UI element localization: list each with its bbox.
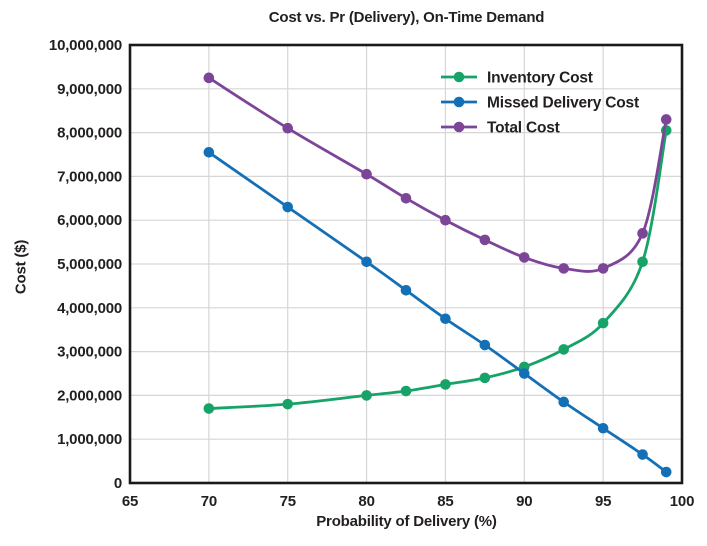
series-line-missed-delivery-cost <box>207 150 668 474</box>
x-axis-title: Probability of Delivery (%) <box>316 513 497 530</box>
x-tick-label: 100 <box>670 493 694 510</box>
data-point-total-cost <box>660 114 672 125</box>
y-tick-label: 5,000,000 <box>57 256 122 273</box>
data-point-total-cost <box>637 228 648 239</box>
x-tick-label: 65 <box>122 493 138 510</box>
legend-label-inventory-cost: Inventory Cost <box>487 70 593 87</box>
x-tick-label: 75 <box>280 493 296 510</box>
data-point-total-cost <box>282 122 294 134</box>
x-tick-label: 70 <box>201 493 217 510</box>
data-point-total-cost <box>440 214 451 226</box>
plot-frame <box>128 43 684 485</box>
data-point-total-cost <box>479 234 491 246</box>
data-point-inventory-cost <box>597 317 609 329</box>
x-tick-label: 85 <box>437 493 453 510</box>
y-tick-label: 2,000,000 <box>57 387 122 404</box>
y-axis-title: Cost ($) <box>12 239 30 295</box>
x-tick-label: 95 <box>595 493 611 510</box>
data-point-inventory-cost <box>440 379 451 390</box>
data-point-inventory-cost <box>361 390 372 401</box>
legend-marker-total-cost <box>453 121 465 133</box>
x-tick-label: 80 <box>358 493 374 510</box>
y-tick-label: 8,000,000 <box>57 125 122 142</box>
data-point-inventory-cost <box>637 256 648 268</box>
data-point-missed-delivery-cost <box>660 466 672 478</box>
legend-marker-inventory-cost <box>453 71 465 83</box>
y-tick-label: 3,000,000 <box>57 344 122 361</box>
data-point-total-cost <box>203 72 215 84</box>
y-tick-label: 6,000,000 <box>57 212 122 229</box>
legend-label-total-cost: Total Cost <box>487 120 560 137</box>
data-point-missed-delivery-cost <box>361 256 372 268</box>
data-point-total-cost <box>597 263 609 274</box>
x-tick-label: 90 <box>516 493 532 510</box>
data-point-inventory-cost <box>203 403 215 414</box>
data-point-missed-delivery-cost <box>282 201 294 213</box>
data-point-inventory-cost <box>282 398 294 410</box>
y-tick-label: 7,000,000 <box>57 168 122 185</box>
y-tick-label: 9,000,000 <box>57 81 122 98</box>
legend-marker-missed-delivery-cost <box>453 96 465 108</box>
data-point-total-cost <box>558 263 570 274</box>
data-point-missed-delivery-cost <box>558 396 570 408</box>
data-point-missed-delivery-cost <box>518 368 530 379</box>
data-point-total-cost <box>361 168 372 180</box>
data-point-total-cost <box>400 193 412 204</box>
y-tick-label: 10,000,000 <box>49 37 122 54</box>
data-point-inventory-cost <box>400 385 412 397</box>
data-point-inventory-cost <box>479 372 491 384</box>
data-point-missed-delivery-cost <box>203 147 215 158</box>
y-tick-label: 4,000,000 <box>57 300 122 317</box>
chart-title: Cost vs. Pr (Delivery), On-Time Demand <box>268 9 545 26</box>
data-point-inventory-cost <box>558 344 570 355</box>
legend-label-missed-delivery-cost: Missed Delivery Cost <box>487 95 639 112</box>
data-point-missed-delivery-cost <box>479 339 491 351</box>
data-point-missed-delivery-cost <box>440 313 451 325</box>
data-point-missed-delivery-cost <box>400 284 412 296</box>
data-point-missed-delivery-cost <box>637 449 648 460</box>
data-point-total-cost <box>518 252 530 263</box>
y-tick-label: 0 <box>114 475 122 492</box>
data-point-missed-delivery-cost <box>597 422 609 434</box>
y-tick-label: 1,000,000 <box>57 431 122 448</box>
